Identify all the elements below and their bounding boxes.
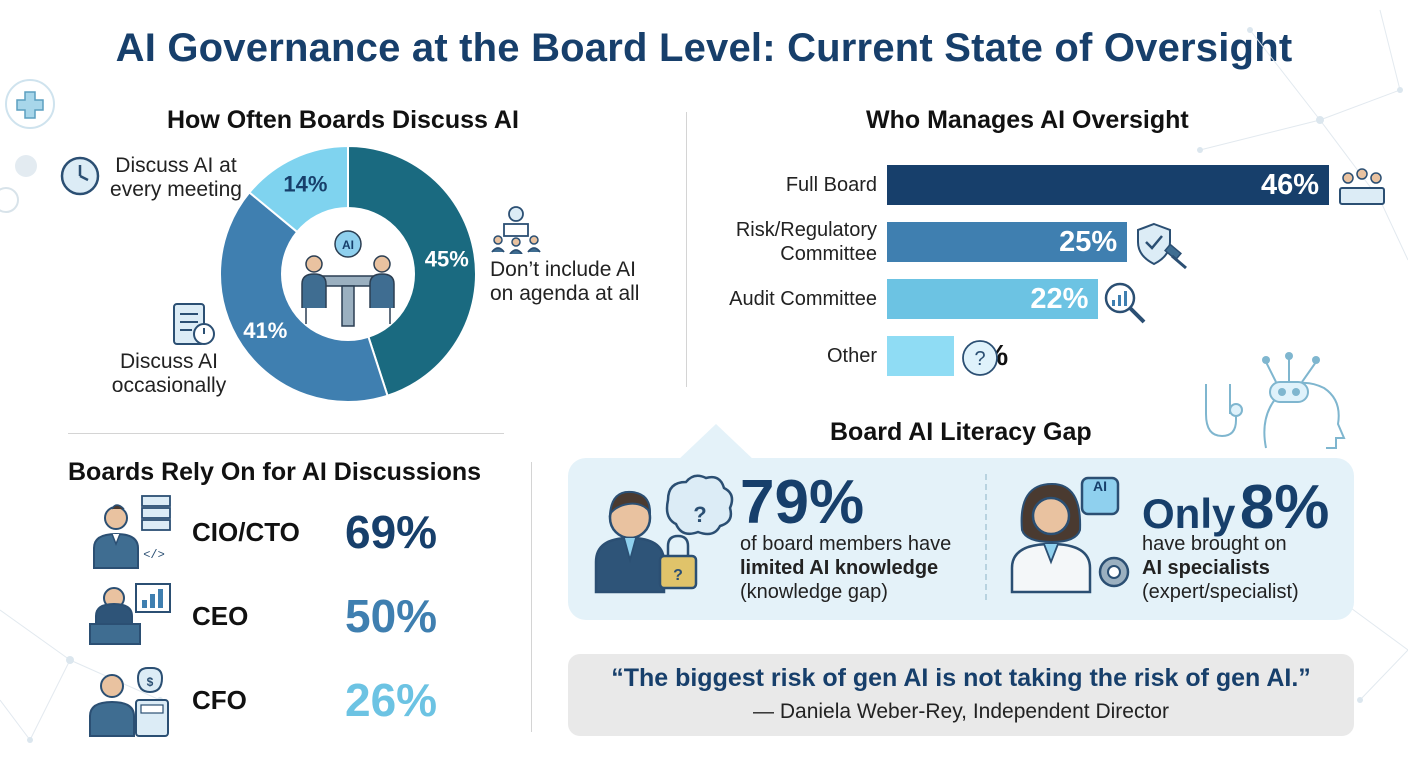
stat-79-line3: (knowledge gap) [740,581,888,603]
literacy-section-title: Board AI Literacy Gap [830,418,1092,446]
callout-pointer [676,424,756,462]
vertical-divider-lower [531,462,532,732]
checklist-clock-icon [173,303,215,345]
donut-chart: AI 45% 41% 14% [219,144,477,403]
magnifier-chart-icon [1104,282,1146,324]
bar-value-full-board: 46% [1260,169,1319,201]
donut-label-41: 41% [243,318,287,343]
stat-8-description: have brought on AI specialists (expert/s… [1142,532,1299,604]
svg-text:$: $ [147,675,154,689]
donut-section-title: How Often Boards Discuss AI [167,106,519,134]
label-occasionally-line2: occasionally [111,374,227,397]
stat-8-line2: AI specialists [1142,557,1270,579]
cio-icon: </> [93,495,171,569]
page-title: AI Governance at the Board Level: Curren… [115,26,1293,70]
bar-label-line: Audit Committee [729,288,877,310]
rely-name-cfo: CFO [192,685,247,715]
shield-gavel-icon [1137,222,1187,270]
label-not-included: Don’t include AI on agenda at all [490,258,639,306]
quote-panel [568,654,1354,736]
quote-text: “The biggest risk of gen AI is not takin… [611,664,1311,692]
svg-text:?: ? [693,502,706,527]
agenda-meeting-icon [491,206,541,254]
rely-name-ceo: CEO [192,601,249,631]
label-every-meeting-line1: Discuss AI at [115,154,237,177]
stat-8-line1: have brought on [1142,533,1287,555]
rely-section-title: Boards Rely On for AI Discussions [68,458,482,486]
horizontal-divider [68,433,504,434]
stat-8-percent: 8% [1239,473,1330,542]
bar-label-line: Committee [780,243,877,265]
stat-79-description: of board members have limited AI knowled… [740,532,951,604]
label-occasionally-line1: Discuss AI [119,350,219,373]
label-every-meeting-line2: every meeting [110,178,242,201]
ai-medical-head-icon [1205,352,1346,449]
stat-79-percent: 79% [740,468,865,537]
board-group-icon [1339,168,1385,205]
bar-value-risk-regulatory: 25% [1059,226,1118,258]
quote-attribution: — Daniela Weber-Rey, Independent Directo… [753,700,1169,723]
donut-label-45: 45% [425,246,469,271]
bar-label-full-board: Full Board [786,173,877,197]
bar-other [887,336,955,376]
bar-label-risk-regulatory: Risk/Regulatory Committee [736,218,877,266]
bar-label-line: Risk/Regulatory [735,219,877,241]
stat-8-percent-heading: Only 8% [1142,472,1329,543]
vertical-divider [686,112,687,387]
ai-specialist-icon [1010,476,1130,594]
limited-knowledge-icon: ? ? [594,474,734,594]
label-occasionally: Discuss AI occasionally [104,350,234,398]
svg-text:</>: </> [143,548,165,562]
bar-label-line: Full Board [785,174,877,196]
bar-section-title: Who Manages AI Oversight [866,106,1189,134]
literacy-divider [985,474,987,600]
rely-name-cio-cto: CIO/CTO [192,517,300,547]
bar-full-board [887,165,1329,205]
stat-8-line3: (expert/specialist) [1142,581,1299,603]
rely-value-ceo: 50% [345,590,438,642]
bar-audit-committee [887,279,1099,319]
svg-text:?: ? [974,348,985,370]
stat-only-label: Only [1142,490,1236,537]
ceo-icon [89,583,171,645]
ai-chip-label: AI [1093,478,1107,494]
bar-chart: Full Board 46% Risk/Regulatory Committee 25%… [700,160,1408,390]
bar-label-line: Other [826,345,877,367]
bar-risk-regulatory [887,222,1128,262]
clock-icon [60,156,100,196]
svg-text:?: ? [673,567,683,584]
stat-79-line1: of board members have [740,533,952,555]
bar-label-audit-committee: Audit Committee [729,287,877,311]
center-ai-badge: AI [342,238,354,252]
label-not-included-line2: on agenda at all [490,282,640,305]
label-not-included-line1: Don’t include AI [490,258,636,281]
cfo-icon: $ [89,667,169,737]
rely-value-cio-cto: 69% [345,506,438,558]
bar-value-audit-committee: 22% [1030,283,1089,315]
board-meeting-icon [301,230,395,327]
bar-label-other: Other [827,344,877,368]
question-icon: ? [962,340,998,376]
rely-value-cfo: 26% [345,674,438,726]
donut-label-14: 14% [283,172,327,197]
stat-79-line2: limited AI knowledge [740,557,939,579]
label-every-meeting: Discuss AI at every meeting [108,154,244,202]
